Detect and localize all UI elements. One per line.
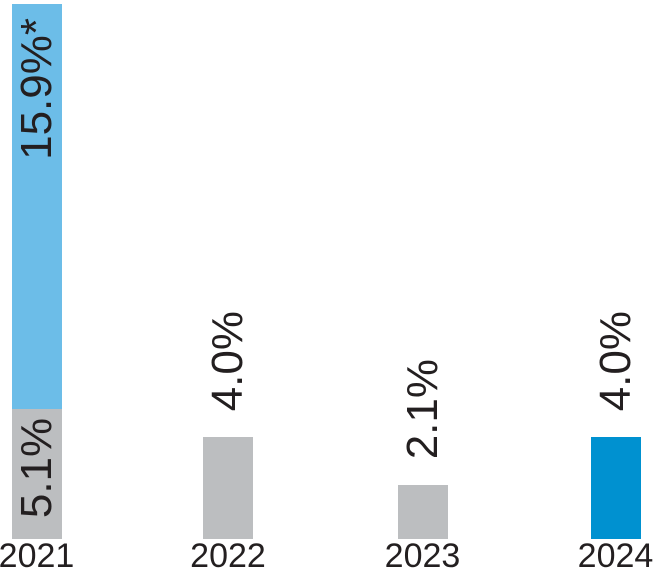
bar-segment-2021-0 (11, 408, 62, 539)
value-label-2023-0: 2.1% (397, 359, 447, 460)
bar-segment-2023-0 (397, 485, 448, 539)
x-axis-label-2024: 2024 (577, 537, 654, 574)
x-axis-label-2022: 2022 (190, 537, 266, 574)
x-axis-label-2021: 2021 (0, 537, 75, 574)
value-label-2024-0: 4.0% (590, 310, 640, 411)
bar-segment-2024-0 (590, 437, 641, 539)
x-axis-label-2023: 2023 (384, 537, 461, 574)
value-label-2021-1: 15.9%* (11, 17, 61, 160)
bar-segment-2022-0 (203, 437, 253, 539)
bar-segment-2021-1 (11, 3, 62, 409)
value-label-2022-0: 4.0% (203, 310, 252, 411)
value-label-2021-0: 5.1% (11, 417, 61, 519)
